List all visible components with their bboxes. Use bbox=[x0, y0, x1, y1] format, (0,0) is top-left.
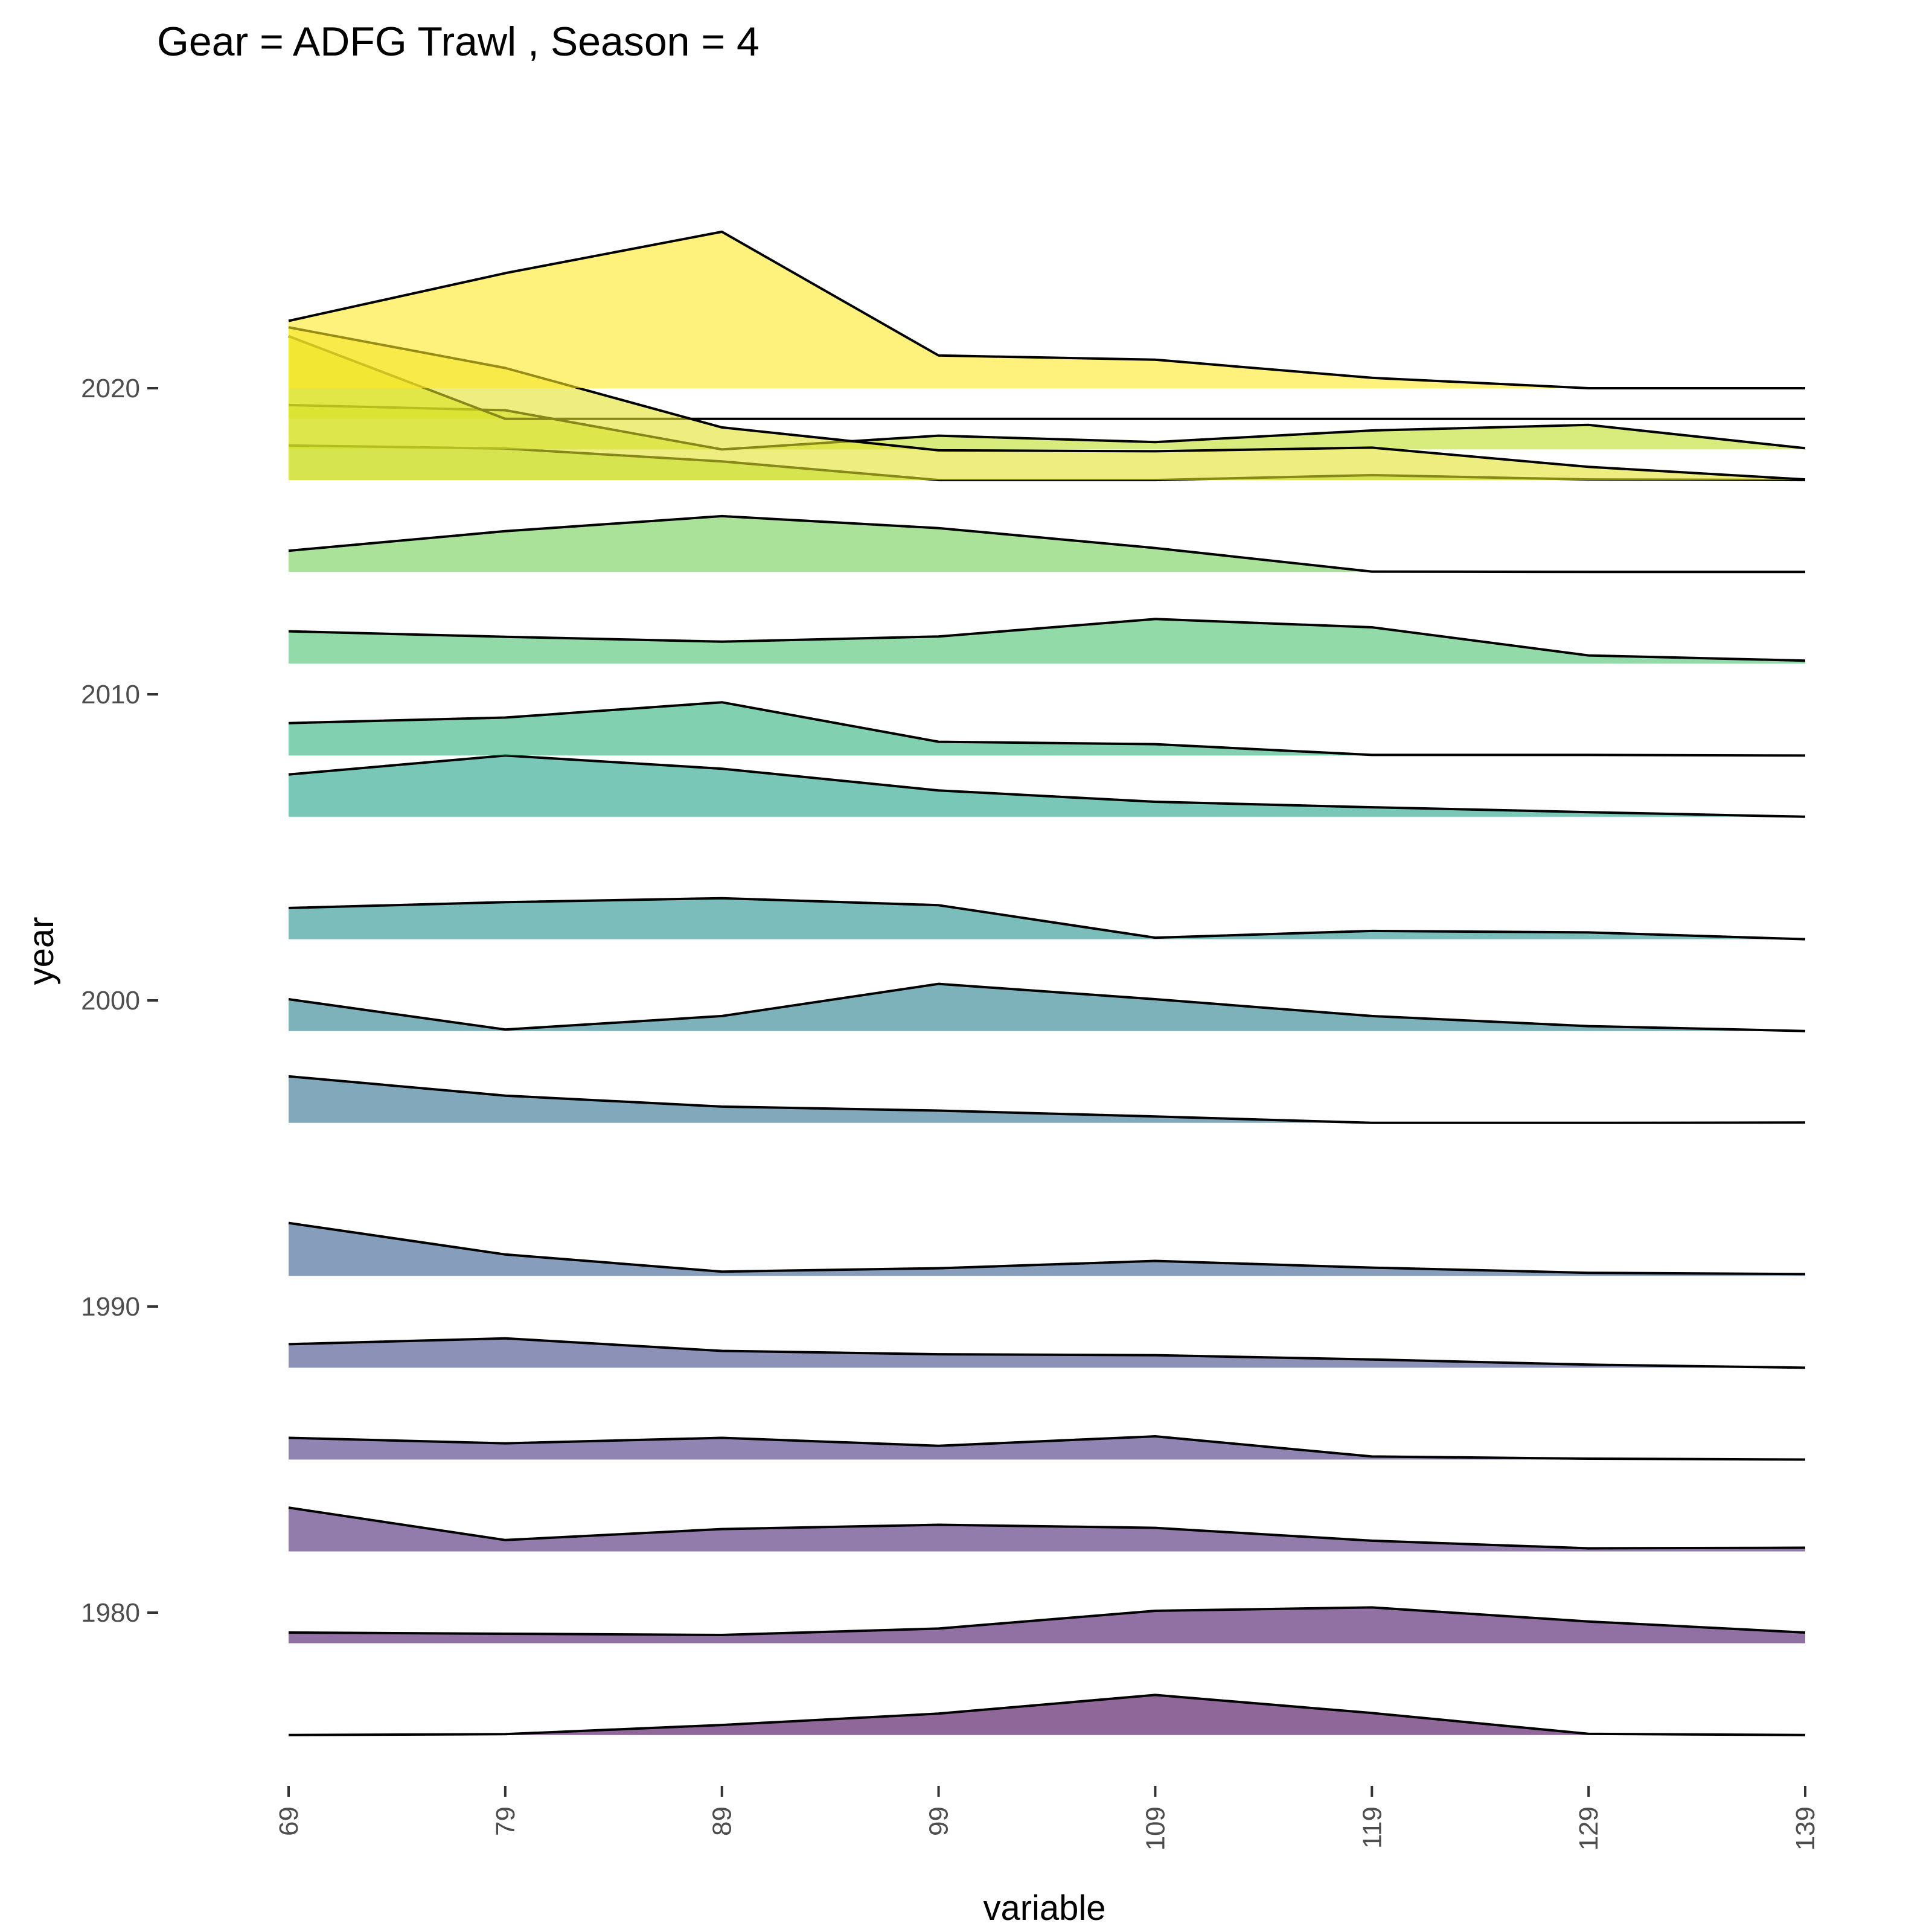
ridge-line bbox=[288, 514, 1805, 574]
ridge-1979-1 bbox=[288, 1606, 1806, 1643]
x-tick-label: 89 bbox=[708, 1806, 737, 1836]
chart-title: Gear = ADFG Trawl , Season = 4 bbox=[157, 19, 760, 65]
ridge-line bbox=[288, 1694, 1806, 1736]
y-tick-label: 1980 bbox=[81, 1598, 140, 1628]
ridge-1988-4 bbox=[288, 1337, 1806, 1369]
ridge-line bbox=[288, 1606, 1806, 1636]
x-tick-label: 69 bbox=[274, 1806, 304, 1836]
ridge-area bbox=[289, 231, 1805, 388]
ridge-area bbox=[289, 1436, 1805, 1460]
ridge-line bbox=[288, 1435, 1806, 1461]
ridge-area bbox=[289, 1607, 1805, 1643]
ridge-1976-0 bbox=[288, 1694, 1806, 1736]
x-tick-label: 79 bbox=[491, 1806, 520, 1836]
x-axis: 69 79 89 99 109 119 129 139 bbox=[274, 1786, 1820, 1850]
ridge-2008-10 bbox=[288, 701, 1806, 757]
ridge-area bbox=[289, 1508, 1805, 1552]
ridge-area bbox=[289, 898, 1805, 939]
ridge-area bbox=[289, 405, 1805, 450]
ridge-area bbox=[289, 1338, 1805, 1368]
ridge-area bbox=[289, 1223, 1805, 1276]
x-axis-title: variable bbox=[983, 1889, 1105, 1928]
ridge-line bbox=[288, 897, 1806, 941]
ridge-line bbox=[288, 1506, 1806, 1550]
ridge-area bbox=[289, 1076, 1805, 1123]
y-tick-label: 2010 bbox=[81, 680, 140, 709]
ridge-2002-8 bbox=[288, 897, 1806, 941]
ridge-line bbox=[288, 1221, 1806, 1276]
ridge-1996-6 bbox=[288, 1075, 1806, 1124]
x-tick-label: 99 bbox=[924, 1806, 954, 1836]
x-tick-label: 119 bbox=[1357, 1806, 1387, 1849]
ridges-group bbox=[288, 230, 1806, 1736]
ridge-2011-11 bbox=[288, 618, 1806, 664]
ridge-area bbox=[289, 755, 1805, 817]
ridge-area bbox=[289, 1695, 1805, 1735]
ridge-line bbox=[288, 701, 1806, 757]
ridge-2020-17 bbox=[288, 230, 1805, 389]
ridge-line bbox=[288, 230, 1805, 389]
ridge-line bbox=[288, 1075, 1806, 1124]
ridge-1991-5 bbox=[288, 1221, 1806, 1276]
ridge-area bbox=[289, 516, 1805, 572]
ridge-line bbox=[288, 618, 1806, 662]
ridge-line bbox=[288, 1337, 1806, 1369]
ridge-2006-9 bbox=[288, 754, 1806, 818]
x-tick-label: 129 bbox=[1574, 1806, 1604, 1850]
y-axis-title: year bbox=[22, 917, 61, 985]
x-tick-label: 139 bbox=[1791, 1806, 1820, 1850]
ridge-area bbox=[289, 619, 1805, 664]
ridge-line bbox=[288, 982, 1806, 1032]
ridge-1985-3 bbox=[288, 1435, 1806, 1461]
y-tick-label: 2020 bbox=[81, 374, 140, 403]
y-tick-label: 2000 bbox=[81, 986, 140, 1016]
ridge-2014-12 bbox=[288, 514, 1805, 574]
ridge-area bbox=[289, 702, 1805, 756]
y-axis: 1980 1990 2000 2010 2020 bbox=[81, 374, 158, 1628]
ridge-line bbox=[288, 754, 1806, 818]
x-tick-label: 109 bbox=[1140, 1806, 1170, 1850]
ridge-area bbox=[289, 327, 1805, 481]
y-tick-label: 1990 bbox=[81, 1292, 140, 1322]
ridge-1999-7 bbox=[288, 982, 1806, 1032]
ridge-1982-2 bbox=[288, 1506, 1806, 1552]
